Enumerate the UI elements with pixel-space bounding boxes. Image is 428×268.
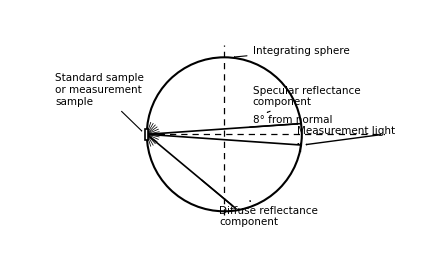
Bar	[146, 129, 148, 140]
Text: Diffuse reflectance
component: Diffuse reflectance component	[219, 201, 318, 227]
Text: Standard sample
or measurement
sample: Standard sample or measurement sample	[55, 73, 144, 131]
Text: Integrating sphere: Integrating sphere	[235, 46, 349, 57]
Text: Measurement light: Measurement light	[297, 126, 395, 136]
Text: Specular reflectance
component: Specular reflectance component	[253, 86, 360, 113]
Text: 8° from normal: 8° from normal	[253, 115, 332, 125]
